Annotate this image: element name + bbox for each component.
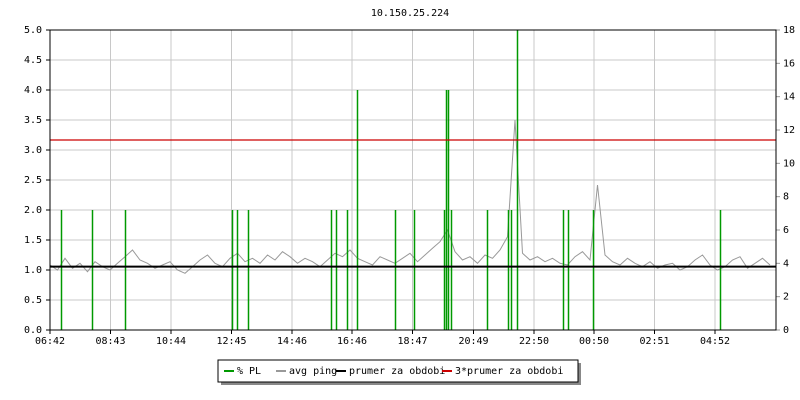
y2-tick-label: 18 [783,25,795,36]
y2-tick-label: 8 [783,192,789,203]
y-tick-label: 4.0 [24,85,42,96]
y2-tick-label: 0 [783,325,789,336]
legend-label: % PL [237,366,261,377]
y-tick-label: 3.0 [24,145,42,156]
x-tick-label: 04:52 [700,336,730,347]
y-tick-label: 0.0 [24,325,42,336]
x-tick-label: 16:46 [337,336,367,347]
chart-title: 10.150.25.224 [371,8,449,19]
y2-tick-label: 12 [783,125,795,136]
y2-tick-label: 2 [783,292,789,303]
y-tick-label: 2.5 [24,175,42,186]
y2-tick-label: 4 [783,258,789,269]
x-tick-label: 00:50 [579,336,609,347]
x-tick-label: 12:45 [216,336,246,347]
ping-line [49,119,771,274]
legend-label: prumer za obdobi [349,366,445,377]
y-tick-label: 1.0 [24,265,42,276]
plot-frame [49,29,777,331]
y-tick-label: 4.5 [24,55,42,66]
x-tick-label: 20:49 [458,336,488,347]
y2-tick-label: 10 [783,158,795,169]
x-tick-label: 02:51 [639,336,669,347]
y2-tick-label: 14 [783,92,795,103]
y-tick-label: 0.5 [24,295,42,306]
y2-tick-label: 16 [783,58,795,69]
x-tick-label: 14:46 [277,336,307,347]
x-tick-label: 18:47 [397,336,427,347]
y-tick-label: 5.0 [24,25,42,36]
x-tick-label: 08:43 [95,336,125,347]
y-tick-label: 3.5 [24,115,42,126]
x-tick-label: 22:50 [519,336,549,347]
legend-label: 3*prumer za obdobi [455,366,563,377]
legend-box [217,359,579,383]
x-tick-label: 10:44 [156,336,186,347]
y-tick-label: 1.5 [24,235,42,246]
y-tick-label: 2.0 [24,205,42,216]
y2-tick-label: 6 [783,225,789,236]
x-tick-label: 06:42 [35,336,65,347]
legend-label: avg ping [289,366,337,377]
